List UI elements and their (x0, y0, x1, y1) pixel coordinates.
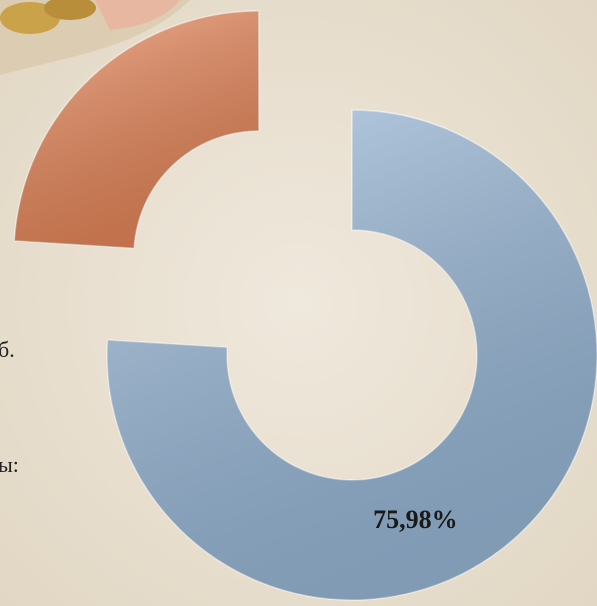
side-text: ы: (0, 452, 19, 477)
side-text: б. (0, 337, 15, 362)
data-label: 75,98% (373, 505, 458, 534)
page: 75,98%б.ы:икарт (() => { const data = JS… (0, 0, 597, 606)
slide: 75,98%б.ы:икарт (0, 0, 597, 606)
